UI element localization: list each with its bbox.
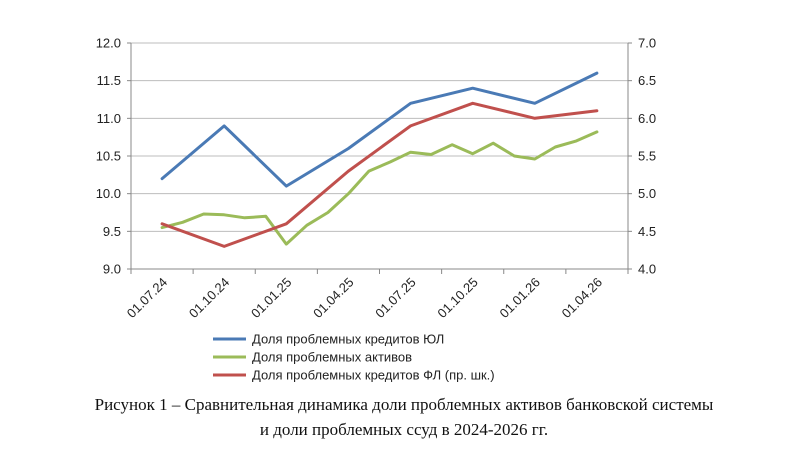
y-left-tick-label: 11.0: [97, 111, 121, 126]
x-tick-label: 01.10.25: [434, 275, 480, 321]
legend-label: Доля проблемных активов: [252, 350, 412, 365]
x-tick-label: 01.10.24: [186, 275, 232, 321]
y-left-tick-label: 9.0: [103, 262, 121, 277]
y-right-tick-label: 4.0: [638, 262, 656, 277]
y-left-tick-label: 12.0: [96, 36, 121, 51]
y-right-tick-label: 5.0: [638, 186, 656, 201]
y-right-tick-label: 5.5: [638, 149, 656, 164]
x-tick-label: 01.07.24: [124, 275, 170, 321]
x-tick-label: 01.07.25: [372, 275, 418, 321]
y-left-tick-label: 10.0: [96, 186, 121, 201]
figure-caption-line-1: Рисунок 1 – Сравнительная динамика доли …: [94, 395, 714, 414]
y-right-tick-label: 6.0: [638, 111, 656, 126]
legend-label: Доля проблемных кредитов ЮЛ: [252, 332, 444, 347]
figure-caption-line-2: и доли проблемных ссуд в 2024-2026 гг.: [259, 420, 549, 439]
x-tick-label: 01.01.25: [248, 275, 294, 321]
x-tick-label: 01.04.25: [310, 275, 356, 321]
x-tick-label: 01.04.26: [559, 275, 605, 321]
y-right-tick-label: 7.0: [638, 36, 656, 51]
y-left-tick-label: 11.5: [97, 73, 121, 88]
y-left-tick-label: 10.5: [96, 149, 121, 164]
series-line-2: [160, 130, 599, 246]
chart: 9.0 9.5 10.0 10.5 11.0 11.5 12.0 4.0 4.5 5.0 5.5 6.…: [96, 36, 656, 383]
x-tick-label: 01.01.26: [497, 275, 543, 321]
series-line-1: [160, 71, 599, 188]
y-left-tick-label: 9.5: [103, 224, 121, 239]
y-right-tick-label: 4.5: [638, 224, 656, 239]
y-right-tick-label: 6.5: [638, 73, 656, 88]
legend-label: Доля проблемных кредитов ФЛ (пр. шк.): [252, 368, 495, 383]
series-line-3: [160, 101, 599, 248]
